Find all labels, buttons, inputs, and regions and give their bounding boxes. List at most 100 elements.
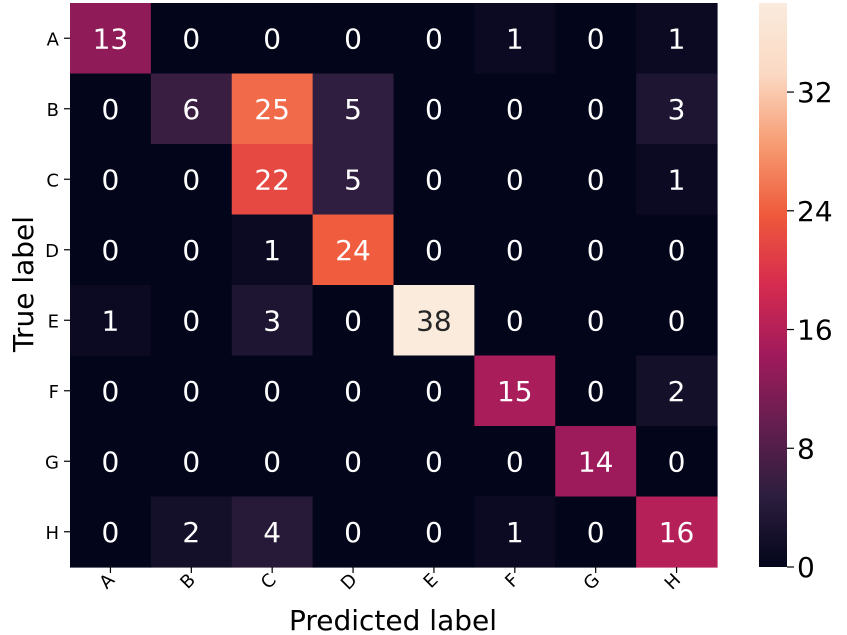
heatmap-cell — [70, 355, 152, 427]
heatmap-cell — [474, 214, 556, 286]
cell-value-label: 0 — [587, 163, 605, 196]
cell-value-label: 2 — [182, 516, 200, 549]
cell-value-label: 1 — [668, 22, 686, 55]
heatmap-cell — [312, 214, 395, 286]
colorbar-tick-label: 16 — [797, 314, 833, 347]
cell-value-label: 0 — [506, 163, 524, 196]
heatmap-cell — [474, 426, 556, 498]
cell-value-label: 0 — [344, 445, 362, 478]
y-tick-label: G — [45, 452, 59, 473]
heatmap-cell — [393, 144, 475, 216]
cell-value-label: 22 — [254, 163, 290, 196]
colorbar-tick-label: 8 — [797, 432, 815, 465]
heatmap-cell — [393, 285, 475, 357]
heatmap-cell — [636, 496, 718, 568]
heatmap-cell — [474, 73, 556, 145]
cell-value-label: 0 — [182, 445, 200, 478]
heatmap-cell — [636, 426, 718, 498]
heatmap-cell — [555, 144, 637, 216]
cell-value-label: 0 — [587, 516, 605, 549]
y-tick-label: D — [45, 241, 59, 262]
heatmap-cell — [555, 3, 637, 75]
heatmap-cell — [474, 144, 556, 216]
heatmap-cell — [474, 285, 556, 357]
cell-value-label: 0 — [182, 304, 200, 337]
x-tick-label: H — [661, 570, 685, 594]
heatmap-cell — [555, 73, 637, 145]
cell-value-label: 0 — [102, 234, 120, 267]
cell-value-label: 0 — [506, 93, 524, 126]
cell-value-label: 14 — [578, 445, 614, 478]
cell-value-label: 0 — [263, 445, 281, 478]
heatmap-cell — [312, 144, 395, 216]
cell-value-label: 24 — [335, 234, 371, 267]
colorbar — [759, 3, 787, 567]
cell-value-label: 0 — [506, 304, 524, 337]
x-tick-label: A — [95, 569, 119, 593]
x-tick-label: D — [337, 570, 362, 595]
heatmap-cell — [555, 355, 637, 427]
cell-value-label: 3 — [668, 93, 686, 126]
heatmap-cell — [312, 496, 395, 568]
heatmap-cell — [636, 3, 718, 75]
y-tick-label: C — [46, 170, 59, 191]
heatmap-cell — [636, 214, 718, 286]
heatmap-cell — [70, 214, 152, 286]
heatmap-cell — [393, 214, 475, 286]
cell-value-label: 0 — [668, 304, 686, 337]
cell-value-label: 0 — [182, 163, 200, 196]
heatmap-cell — [393, 3, 475, 75]
heatmap-cell — [70, 285, 152, 357]
cell-value-label: 0 — [102, 93, 120, 126]
cell-value-label: 0 — [425, 445, 443, 478]
cell-value-label: 0 — [344, 516, 362, 549]
y-tick-label: F — [49, 382, 59, 403]
cell-value-label: 0 — [102, 445, 120, 478]
cell-value-label: 0 — [425, 163, 443, 196]
x-tick-label: E — [420, 570, 443, 593]
x-tick-label: C — [257, 570, 281, 594]
cell-value-label: 0 — [102, 375, 120, 408]
x-axis-label: Predicted label — [289, 604, 497, 635]
heatmap-cell — [231, 285, 314, 357]
heatmap-cell — [636, 355, 718, 427]
cell-value-label: 0 — [425, 375, 443, 408]
heatmap-cell — [231, 496, 314, 568]
cell-value-label: 0 — [102, 516, 120, 549]
heatmap-cell — [393, 426, 475, 498]
heatmap-cell — [70, 496, 152, 568]
colorbar-tick-label: 32 — [797, 76, 833, 109]
heatmap-cell — [636, 144, 718, 216]
cell-value-label: 0 — [344, 375, 362, 408]
heatmap-cell — [150, 426, 233, 498]
heatmap-cell — [231, 426, 314, 498]
cell-value-label: 15 — [497, 375, 533, 408]
cell-value-label: 0 — [263, 22, 281, 55]
cell-value-label: 3 — [263, 304, 281, 337]
heatmap-cell — [150, 73, 233, 145]
heatmap-cell — [555, 496, 637, 568]
x-tick-label: G — [580, 570, 605, 595]
x-tick-label: B — [176, 570, 200, 594]
cell-value-label: 0 — [506, 234, 524, 267]
cell-value-label: 0 — [425, 22, 443, 55]
x-axis-ticks: A B C D E F G H — [95, 567, 685, 594]
cell-value-label: 25 — [254, 93, 290, 126]
y-axis-label: True label — [7, 216, 40, 353]
cell-value-label: 1 — [506, 516, 524, 549]
heatmap-cell — [150, 214, 233, 286]
heatmap-cell — [70, 73, 152, 145]
cell-value-labels: 13 0 0 0 0 1 0 10 6 25 5 0 0 0 30 0 22 5 0 0 0 10 0 1 24 0 0 0 01 0 3 0… — [93, 22, 695, 549]
heatmap-cell — [312, 355, 395, 427]
heatmap-cell — [150, 144, 233, 216]
heatmap-cell — [312, 73, 395, 145]
cell-value-label: 1 — [506, 22, 524, 55]
heatmap-cell — [474, 355, 556, 427]
colorbar-gradient — [759, 3, 787, 567]
heatmap-cells — [70, 3, 718, 568]
heatmap-cell — [393, 496, 475, 568]
heatmap-cell — [231, 144, 314, 216]
cell-value-label: 1 — [263, 234, 281, 267]
heatmap-cell — [231, 3, 314, 75]
cell-value-label: 0 — [587, 22, 605, 55]
